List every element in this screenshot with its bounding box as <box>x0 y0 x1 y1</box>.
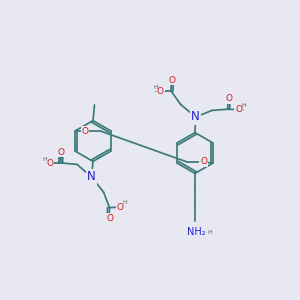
Text: O: O <box>46 159 53 168</box>
Text: O: O <box>200 158 207 166</box>
Text: O: O <box>117 202 124 211</box>
Text: H: H <box>241 103 246 108</box>
Text: O: O <box>106 214 113 223</box>
Text: O: O <box>157 87 164 96</box>
Text: N: N <box>87 170 96 184</box>
Text: H: H <box>153 85 158 90</box>
Text: H: H <box>43 157 47 162</box>
Text: O: O <box>57 148 64 157</box>
Text: O: O <box>81 127 88 136</box>
Text: N: N <box>191 110 200 124</box>
Text: NH₂: NH₂ <box>187 227 206 237</box>
Text: O: O <box>168 76 175 85</box>
Text: O: O <box>235 105 242 114</box>
Text: H: H <box>123 200 128 205</box>
Text: H: H <box>208 230 212 235</box>
Text: O: O <box>225 94 232 103</box>
